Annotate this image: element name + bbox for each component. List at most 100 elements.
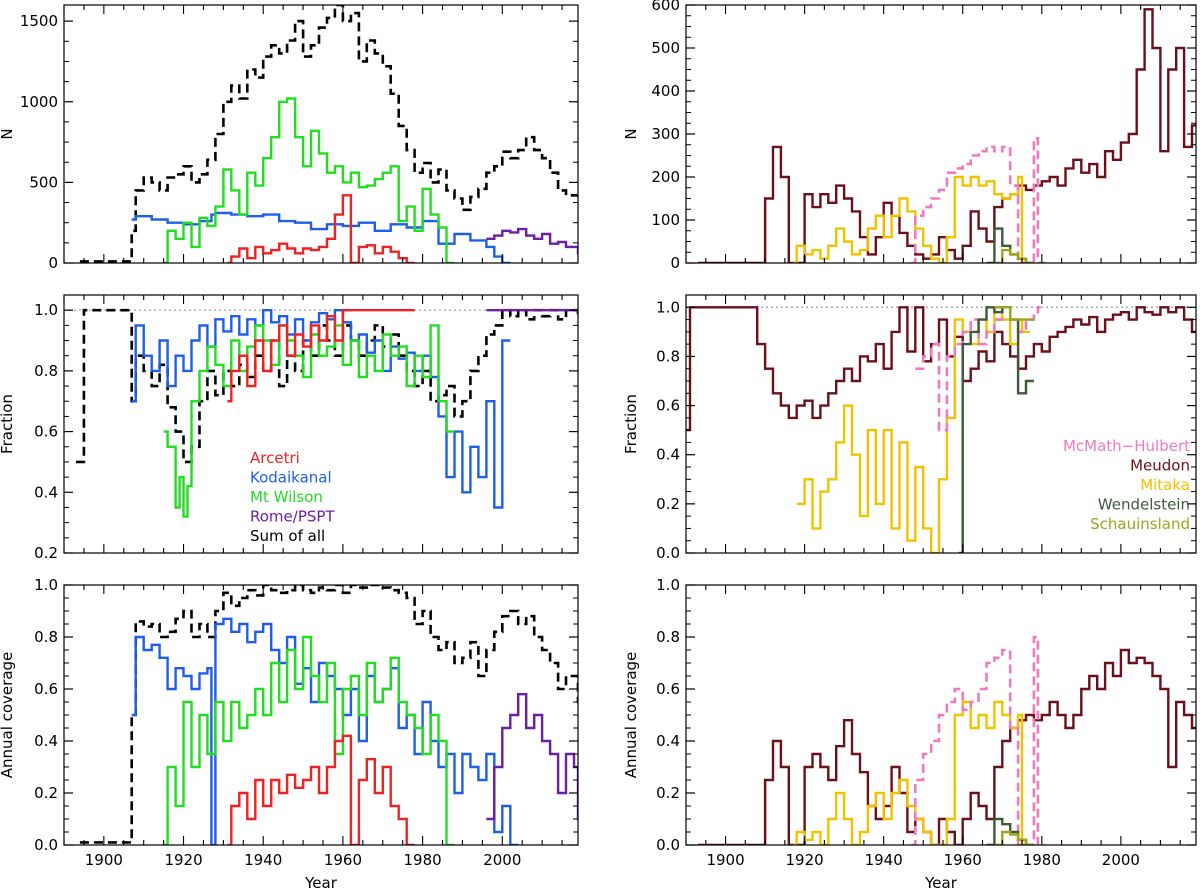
legend-entry-sum-of-all: Sum of all	[250, 527, 325, 545]
y-tick-label: 0.4	[34, 732, 58, 750]
series-kodaikanal	[131, 617, 519, 845]
x-tick-label: 1980	[404, 851, 442, 869]
y-tick-label: 400	[651, 82, 680, 100]
y-tick-label: 0.0	[656, 544, 680, 562]
series-rome-pspt	[486, 227, 578, 255]
panel-top-left: 0 500 1000 1500 N	[0, 4, 579, 272]
panel-top-right: 0 100 200 300 400 500 600 N	[622, 0, 1197, 272]
series-mitaka	[792, 175, 1030, 263]
series-mt-wilson	[163, 97, 455, 263]
x-tick-label: 1940	[865, 851, 903, 869]
x-tick-label: 1980	[1023, 851, 1061, 869]
y-tick-label: 0.2	[34, 544, 58, 562]
y-tick-label: 1500	[20, 12, 58, 30]
y-tick-label: 500	[651, 39, 680, 57]
series-mitaka	[792, 700, 1030, 845]
legend-entry-mitaka: Mitaka	[1140, 476, 1190, 494]
y-tick-label: 200	[651, 168, 680, 186]
y-tick-label: 0.4	[656, 732, 680, 750]
series-kodaikanal	[131, 211, 511, 263]
series-mcmath-hulbert	[911, 635, 1046, 845]
series-wendelstein	[958, 306, 1034, 553]
y-tick-label: 0.8	[656, 628, 680, 646]
series-mt-wilson	[163, 324, 455, 518]
y-tick-label: 0.8	[34, 628, 58, 646]
x-tick-label: 1920	[164, 851, 202, 869]
y-tick-label: 500	[29, 173, 58, 191]
series-arcetri	[227, 309, 415, 403]
x-axis-label: Year	[924, 874, 958, 892]
y-tick-label: 0	[48, 254, 58, 272]
y-axis-label: N	[0, 128, 16, 139]
y-tick-label: 0.4	[656, 446, 680, 464]
series-sum-of-all	[76, 308, 578, 464]
y-tick-label: 0	[670, 254, 680, 272]
y-tick-label: 0.0	[656, 836, 680, 854]
y-tick-label: 0.0	[34, 836, 58, 854]
y-tick-label: 0.4	[34, 483, 58, 501]
plot-frame	[63, 4, 579, 264]
series-mt-wilson	[163, 635, 455, 845]
y-tick-label: 0.2	[656, 495, 680, 513]
legend-entry-wendelstein: Wendelstein	[1098, 496, 1190, 514]
series-rome-pspt	[486, 693, 578, 821]
series-meudon	[697, 648, 1196, 845]
y-axis-label: N	[622, 128, 640, 139]
series-arcetri	[227, 194, 415, 263]
plot-frame	[685, 294, 1197, 554]
series-schauinsland	[994, 248, 1034, 263]
legend-entry-mt-wilson: Mt Wilson	[250, 488, 323, 506]
series-meudon	[686, 306, 1196, 432]
y-tick-label: 0.6	[34, 680, 58, 698]
y-axis-label: Annual coverage	[0, 652, 16, 779]
panel-bottom-right: 0.0 0.2 0.4 0.6 0.8 1.0 1900 1920 1940 1960 1980 20…	[622, 576, 1197, 892]
plot-frame	[63, 294, 579, 554]
y-tick-label: 1000	[20, 93, 58, 111]
y-tick-label: 100	[651, 211, 680, 229]
x-tick-label: 2000	[483, 851, 521, 869]
y-tick-label: 0.6	[656, 397, 680, 415]
series-schauinsland	[994, 306, 1034, 321]
x-tick-label: 1960	[324, 851, 362, 869]
legend-entry-meudon: Meudon	[1130, 457, 1190, 475]
series-meudon	[697, 8, 1196, 263]
y-axis-label: Annual coverage	[622, 652, 640, 779]
x-tick-label: 1940	[244, 851, 282, 869]
y-tick-label: 0.8	[656, 347, 680, 365]
x-tick-label: 1960	[944, 851, 982, 869]
legend-entry-schauinsland: Schauinsland	[1090, 515, 1190, 533]
y-tick-label: 1.0	[656, 576, 680, 594]
x-tick-label: 2000	[1102, 851, 1140, 869]
y-tick-label: 0.6	[656, 680, 680, 698]
panel-mid-left: 0.2 0.4 0.6 0.8 1.0 Fraction	[0, 294, 579, 562]
x-tick-label: 1900	[706, 851, 744, 869]
legend-entry-mcmath-hulbert: McMath−Hulbert	[1063, 437, 1190, 455]
y-tick-label: 0.2	[656, 784, 680, 802]
series-mcmath-hulbert	[911, 137, 1046, 263]
legend-entry-arcetri: Arcetri	[250, 449, 300, 467]
y-tick-label: 1.0	[656, 298, 680, 316]
series-mcmath-hulbert	[915, 306, 1046, 432]
panel-bottom-left: 0.0 0.2 0.4 0.6 0.8 1.0 1900 1920 1940 1960 1980 20…	[0, 576, 579, 892]
y-tick-label: 1.0	[34, 301, 58, 319]
y-tick-label: 0.2	[34, 784, 58, 802]
series-sum-of-all	[79, 5, 578, 263]
legend-entry-rome-pspt: Rome/PSPT	[250, 508, 335, 526]
plot-frame	[63, 584, 579, 846]
y-axis-label: Fraction	[622, 394, 640, 454]
series-arcetri	[227, 734, 415, 845]
x-axis-label: Year	[304, 874, 338, 892]
y-tick-label: 1.0	[34, 576, 58, 594]
series-sum-of-all	[79, 585, 578, 844]
x-tick-label: 1920	[786, 851, 824, 869]
panel-mid-right: 0.0 0.2 0.4 0.6 0.8 1.0 Fraction	[622, 294, 1197, 562]
y-tick-label: 0.6	[34, 423, 58, 441]
y-tick-label: 600	[651, 0, 680, 14]
plot-frame	[685, 4, 1197, 264]
y-tick-label: 0.8	[34, 362, 58, 380]
y-tick-label: 300	[651, 125, 680, 143]
series-schauinsland	[994, 830, 1034, 845]
